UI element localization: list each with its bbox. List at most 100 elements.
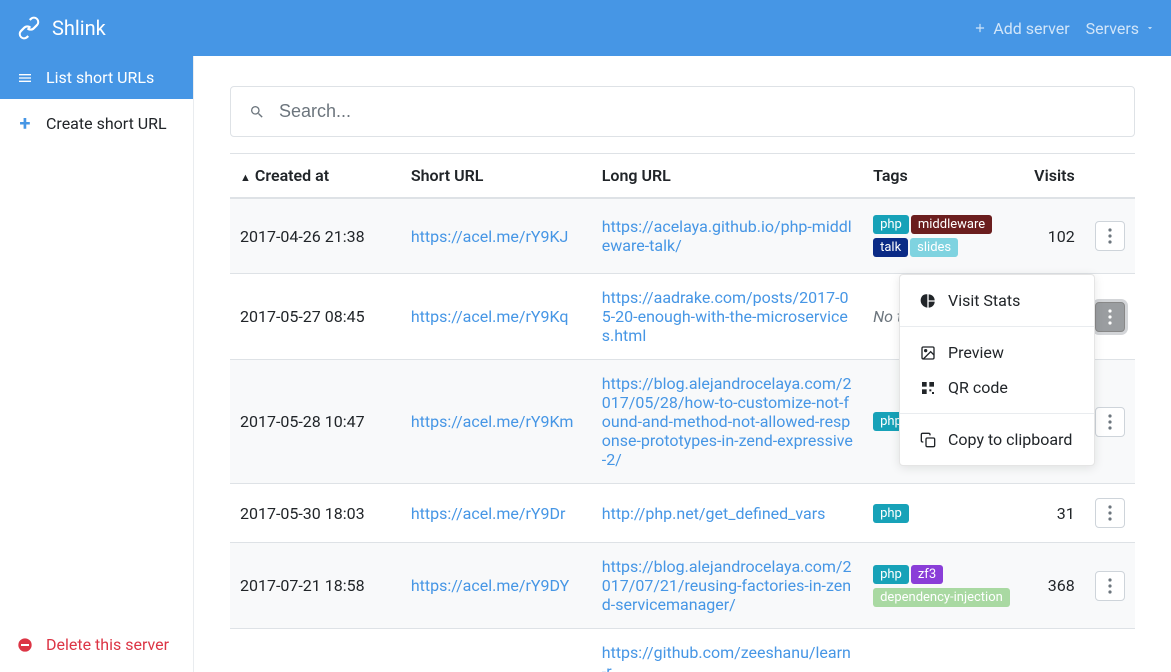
dropdown-divider [900,413,1094,414]
servers-label: Servers [1086,19,1139,38]
cell-created: 2017-05-28 10:47 [230,360,401,484]
pie-chart-icon [920,293,936,309]
cell-visits: 102 [1024,198,1085,274]
row-menu-button[interactable] [1095,302,1125,332]
tag[interactable]: php [873,565,909,584]
cell-visits: 368 [1024,543,1085,629]
long-url-link[interactable]: http://php.net/get_defined_vars [602,504,826,523]
copy-icon [920,432,936,448]
cell-short-url: https://acel.me/rY9Km [401,360,592,484]
add-server-link[interactable]: Add server [973,19,1069,38]
plus-icon [973,21,987,35]
short-url-link[interactable]: https://acel.me/rY9KJ [411,227,569,246]
tag[interactable]: middleware [911,215,992,234]
cell-created [230,629,401,672]
dropdown-visit-stats[interactable]: Visit Stats [900,283,1094,318]
cell-created: 2017-04-26 21:38 [230,198,401,274]
search-icon [249,104,265,120]
short-url-link[interactable]: https://acel.me/rY9Km [411,412,574,431]
cell-long-url: https://aadrake.com/posts/2017-05-20-eno… [592,274,863,360]
cell-visits [1024,629,1085,672]
sidebar-item-create-url[interactable]: + Create short URL [0,99,193,147]
cell-short-url: https://acel.me/rY9DY [401,543,592,629]
cell-long-url: https://blog.alejandrocelaya.com/2017/05… [592,360,863,484]
cell-actions [1085,198,1135,274]
short-url-link[interactable]: https://acel.me/rY9DY [411,576,569,595]
table-row: 2017-05-27 08:45 https://acel.me/rY9Kq h… [230,274,1135,360]
header-created[interactable]: ▲Created at [230,154,401,199]
image-icon [920,345,936,361]
tag[interactable]: talk [873,238,908,257]
table-row: https://github.com/zeeshanu/learn-r [230,629,1135,672]
cell-actions [1085,629,1135,672]
header-visits[interactable]: Visits [1024,154,1085,199]
table-row: 2017-04-26 21:38 https://acel.me/rY9KJ h… [230,198,1135,274]
brand[interactable]: Shlink [16,15,106,41]
cell-actions [1085,484,1135,543]
long-url-link[interactable]: https://blog.alejandrocelaya.com/2017/05… [602,374,853,469]
cell-tags: php [863,484,1024,543]
table-row: 2017-07-21 18:58 https://acel.me/rY9DY h… [230,543,1135,629]
cell-actions [1085,543,1135,629]
tag[interactable]: php [873,215,909,234]
cell-created: 2017-07-21 18:58 [230,543,401,629]
dropdown-preview[interactable]: Preview [900,335,1094,370]
plus-icon: + [16,111,34,135]
short-url-link[interactable]: https://acel.me/rY9Kq [411,307,569,326]
tag[interactable]: slides [910,238,958,257]
row-menu-button[interactable] [1095,221,1125,251]
shlink-logo-icon [16,15,42,41]
cell-long-url: https://acelaya.github.io/php-middleware… [592,198,863,274]
header-long[interactable]: Long URL [592,154,863,199]
row-actions-dropdown: Visit Stats Preview QR code Copy to clip… [899,274,1095,466]
sidebar-item-delete-server[interactable]: Delete this server [0,623,193,672]
dropdown-divider [900,326,1094,327]
cell-created: 2017-05-30 18:03 [230,484,401,543]
long-url-link[interactable]: https://aadrake.com/posts/2017-05-20-eno… [602,288,849,345]
sidebar-item-list-urls[interactable]: List short URLs [0,56,193,99]
cell-short-url [401,629,592,672]
short-url-link[interactable]: https://acel.me/rY9Dr [411,504,566,523]
cell-short-url: https://acel.me/rY9Dr [401,484,592,543]
tag[interactable]: dependency-injection [873,588,1010,607]
add-server-label: Add server [993,19,1069,38]
cell-actions: Visit Stats Preview QR code Copy to clip… [1085,274,1135,360]
header-actions [1085,154,1135,199]
cell-tags: phpzf3 dependency-injection [863,543,1024,629]
navbar-right: Add server Servers [973,19,1155,38]
top-navbar: Shlink Add server Servers [0,0,1171,56]
hamburger-icon [16,70,34,86]
long-url-link[interactable]: https://blog.alejandrocelaya.com/2017/07… [602,557,852,614]
row-menu-button[interactable] [1095,407,1125,437]
servers-dropdown[interactable]: Servers [1086,19,1155,38]
cell-created: 2017-05-27 08:45 [230,274,401,360]
search-box[interactable] [230,86,1135,137]
main-content: ▲Created at Short URL Long URL Tags Visi… [194,56,1171,672]
long-url-link[interactable]: https://github.com/zeeshanu/learn-r [602,643,851,672]
row-menu-button[interactable] [1095,571,1125,601]
cell-visits: 31 [1024,484,1085,543]
sidebar-delete-label: Delete this server [46,635,169,654]
tag[interactable]: zf3 [911,565,943,584]
row-menu-button[interactable] [1095,498,1125,528]
dropdown-copy[interactable]: Copy to clipboard [900,422,1094,457]
search-input[interactable] [279,101,1116,122]
cell-tags: phpmiddlewaretalkslides [863,198,1024,274]
brand-text: Shlink [52,16,106,40]
sidebar-create-label: Create short URL [46,114,167,133]
cell-short-url: https://acel.me/rY9KJ [401,198,592,274]
qr-code-icon [920,380,936,396]
dropdown-qr-code[interactable]: QR code [900,370,1094,405]
tag[interactable]: php [873,504,909,523]
sort-asc-icon: ▲ [240,171,251,184]
cell-long-url: https://github.com/zeeshanu/learn-r [592,629,863,672]
long-url-link[interactable]: https://acelaya.github.io/php-middleware… [602,217,852,255]
sidebar-list-label: List short URLs [46,68,154,87]
cell-long-url: http://php.net/get_defined_vars [592,484,863,543]
sidebar: List short URLs + Create short URL Delet… [0,56,194,672]
table-row: 2017-05-30 18:03 https://acel.me/rY9Dr h… [230,484,1135,543]
header-tags[interactable]: Tags [863,154,1024,199]
urls-table: ▲Created at Short URL Long URL Tags Visi… [230,153,1135,672]
cell-short-url: https://acel.me/rY9Kq [401,274,592,360]
header-short[interactable]: Short URL [401,154,592,199]
